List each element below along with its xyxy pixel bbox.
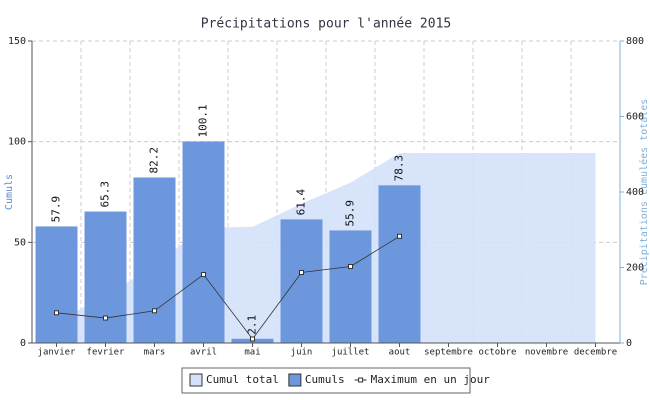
y-axis-label: Cumuls	[4, 174, 15, 210]
y-tick-label: 0	[20, 338, 26, 349]
x-tick-label: mai	[244, 348, 260, 358]
x-tick-label: aout	[389, 348, 411, 358]
value-label: 61.4	[295, 189, 308, 216]
x-tick-label: janvier	[38, 348, 77, 358]
bar	[182, 141, 225, 343]
value-label: 65.3	[99, 181, 112, 208]
line-marker	[201, 272, 206, 278]
y2-tick-label: 200	[626, 263, 644, 274]
bar	[133, 177, 176, 343]
line-marker	[397, 233, 402, 239]
y-tick-label: 150	[8, 36, 26, 47]
bar	[280, 219, 323, 343]
y-tick-label: 100	[8, 137, 26, 148]
chart-title: Précipitations pour l'année 2015	[201, 17, 451, 32]
y2-tick-label: 0	[626, 338, 632, 349]
legend-label: Cumul total	[206, 373, 279, 386]
legend-label: Maximum en un jour	[371, 373, 491, 386]
y-tick-label: 50	[14, 237, 26, 248]
value-label: 55.9	[344, 200, 357, 227]
x-tick-label: septembre	[424, 348, 473, 358]
x-tick-label: avril	[190, 348, 217, 358]
x-tick-label: juillet	[332, 348, 370, 358]
line-marker	[54, 310, 59, 316]
line-marker	[348, 263, 353, 269]
legend-symbol	[288, 373, 302, 387]
x-tick-label: fevrier	[87, 348, 126, 358]
legend-label: Cumuls	[305, 373, 345, 386]
line	[56, 235, 400, 340]
bar	[35, 226, 78, 343]
x-tick-label: mars	[144, 348, 166, 358]
x-tick-label: novembre	[525, 348, 568, 358]
x-tick-label: juin	[291, 348, 313, 358]
bar	[329, 230, 372, 343]
value-label: 2.1	[246, 315, 259, 335]
bar	[84, 211, 127, 343]
y2-tick-label: 800	[626, 36, 644, 47]
y2-tick-label: 600	[626, 112, 644, 123]
line-marker	[152, 308, 157, 314]
x-tick-label: octobre	[479, 348, 517, 358]
line-marker	[250, 336, 255, 342]
value-label: 100.1	[197, 104, 210, 137]
y2-tick-label: 400	[626, 187, 644, 198]
bar	[378, 185, 421, 343]
y2-axis-label: Précipitations cumulées totales	[638, 99, 650, 286]
value-label: 57.9	[50, 196, 63, 223]
line-marker	[299, 270, 304, 276]
legend-box	[181, 367, 471, 394]
value-label: 82.2	[148, 147, 161, 174]
legend-symbol-marker	[358, 377, 364, 383]
value-label: 78.3	[393, 155, 406, 182]
x-tick-label: decembre	[574, 348, 617, 358]
legend: Cumul total Cumuls Maximum en un jour	[189, 373, 491, 387]
line-marker	[103, 315, 108, 321]
legend-symbol	[189, 373, 203, 387]
